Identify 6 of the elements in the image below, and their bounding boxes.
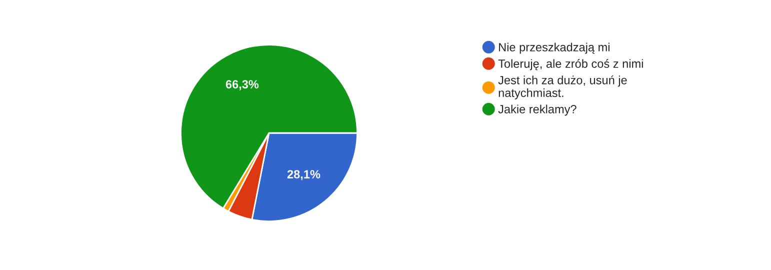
legend-label: Jest ich za dużo, usuń je natychmiast.	[498, 76, 627, 100]
legend-label: Jakie reklamy?	[498, 104, 576, 116]
legend-label: Toleruję, ale zrób coś z nimi	[498, 59, 643, 70]
data-label: 28,1%	[287, 170, 320, 180]
data-label: 66,3%	[226, 80, 259, 90]
legend-label: Nie przeszkadzają mi	[499, 42, 610, 54]
